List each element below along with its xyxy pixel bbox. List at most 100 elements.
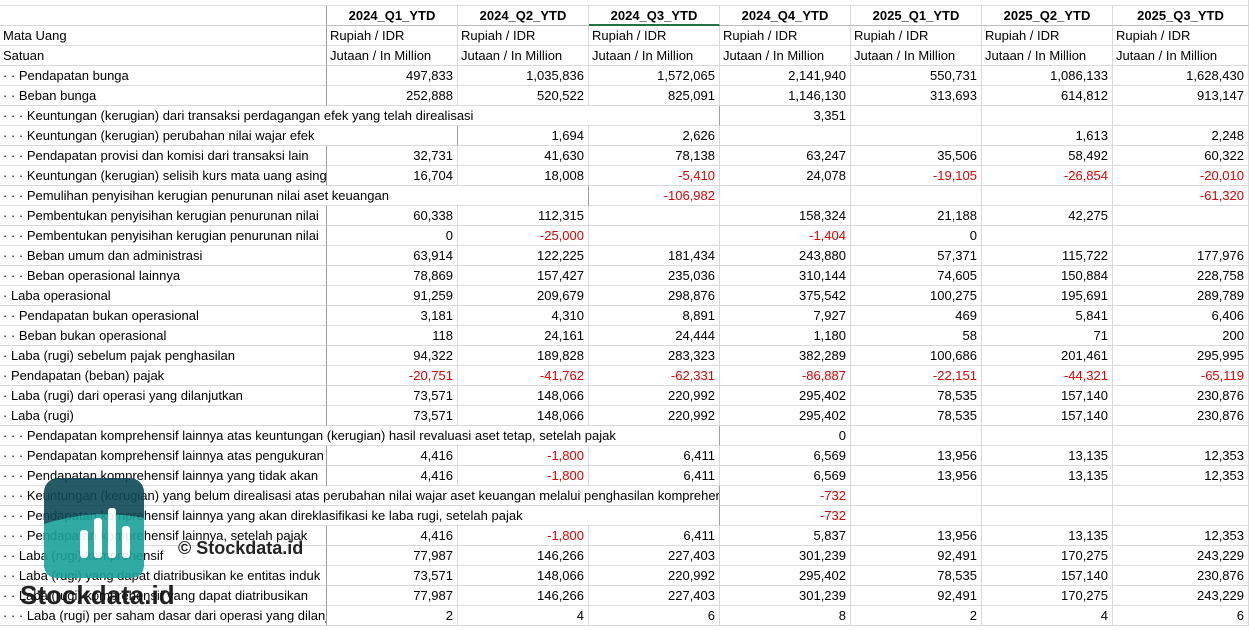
value-cell: 469 — [851, 306, 982, 326]
value-cell: 13,956 — [851, 526, 982, 546]
value-cell: 6,411 — [589, 526, 720, 546]
value-cell: 73,571 — [327, 386, 458, 406]
value-cell: 170,275 — [982, 586, 1113, 606]
value-cell: 189,828 — [458, 346, 589, 366]
row-label: · · · Keuntungan (kerugian) yang belum d… — [0, 486, 720, 506]
value-cell: 13,956 — [851, 466, 982, 486]
row-label: · · Laba (rugi) komprehensif yang dapat … — [0, 586, 327, 606]
unit-cell: Jutaan / In Million — [327, 46, 458, 66]
row-label: Satuan — [0, 46, 327, 66]
value-cell: 0 — [720, 426, 851, 446]
value-cell: 78,869 — [327, 266, 458, 286]
value-cell: 243,229 — [1113, 546, 1249, 566]
unit-cell: Rupiah / IDR — [327, 26, 458, 46]
value-cell: -41,762 — [458, 366, 589, 386]
value-cell: 92,491 — [851, 586, 982, 606]
value-cell: 58,492 — [982, 146, 1113, 166]
empty-cell — [851, 486, 982, 506]
value-cell: 5,837 — [720, 526, 851, 546]
value-cell: 1,613 — [982, 126, 1113, 146]
value-cell: 4,310 — [458, 306, 589, 326]
value-cell: 301,239 — [720, 586, 851, 606]
value-cell: 63,247 — [720, 146, 851, 166]
unit-cell: Jutaan / In Million — [589, 46, 720, 66]
empty-cell — [1113, 206, 1249, 226]
value-cell: 1,180 — [720, 326, 851, 346]
value-cell: 1,572,065 — [589, 66, 720, 86]
value-cell: 32,731 — [327, 146, 458, 166]
row-label: · Laba operasional — [0, 286, 327, 306]
unit-cell: Rupiah / IDR — [720, 26, 851, 46]
value-cell: 170,275 — [982, 546, 1113, 566]
value-cell: 60,338 — [327, 206, 458, 226]
value-cell: 298,876 — [589, 286, 720, 306]
value-cell: 13,135 — [982, 526, 1113, 546]
empty-cell — [851, 506, 982, 526]
value-cell: -20,751 — [327, 366, 458, 386]
row-label: · · · Pembentukan penyisihan kerugian pe… — [0, 226, 327, 246]
value-cell: 295,402 — [720, 386, 851, 406]
value-cell: 4,416 — [327, 446, 458, 466]
empty-cell — [982, 506, 1113, 526]
value-cell: 6,411 — [589, 446, 720, 466]
value-cell: 77,987 — [327, 586, 458, 606]
value-cell: 7,927 — [720, 306, 851, 326]
unit-cell: Rupiah / IDR — [1113, 26, 1249, 46]
value-cell: 209,679 — [458, 286, 589, 306]
value-cell: 77,987 — [327, 546, 458, 566]
value-cell: 71 — [982, 326, 1113, 346]
value-cell: 1,086,133 — [982, 66, 1113, 86]
unit-cell: Rupiah / IDR — [851, 26, 982, 46]
value-cell: 157,140 — [982, 386, 1113, 406]
value-cell: -19,105 — [851, 166, 982, 186]
value-cell: 201,461 — [982, 346, 1113, 366]
value-cell: 520,522 — [458, 86, 589, 106]
row-label: · · · Pendapatan komprehensif lainnya at… — [0, 426, 720, 446]
unit-cell: Jutaan / In Million — [982, 46, 1113, 66]
corner-cell — [0, 6, 327, 26]
value-cell: -1,800 — [458, 446, 589, 466]
value-cell: 63,914 — [327, 246, 458, 266]
unit-cell: Rupiah / IDR — [589, 26, 720, 46]
value-cell: -44,321 — [982, 366, 1113, 386]
value-cell: 6,569 — [720, 446, 851, 466]
empty-cell — [982, 186, 1113, 206]
value-cell: 2 — [851, 606, 982, 626]
value-cell: -5,410 — [589, 166, 720, 186]
value-cell: 78,535 — [851, 386, 982, 406]
value-cell: 5,841 — [982, 306, 1113, 326]
value-cell: 6,411 — [589, 466, 720, 486]
value-cell: -732 — [720, 506, 851, 526]
value-cell: 4 — [458, 606, 589, 626]
value-cell: 115,722 — [982, 246, 1113, 266]
value-cell: 230,876 — [1113, 406, 1249, 426]
empty-cell — [589, 226, 720, 246]
empty-cell — [851, 186, 982, 206]
empty-cell — [1113, 486, 1249, 506]
value-cell: 8,891 — [589, 306, 720, 326]
value-cell: 220,992 — [589, 386, 720, 406]
value-cell: 230,876 — [1113, 386, 1249, 406]
value-cell: 112,315 — [458, 206, 589, 226]
value-cell: -106,982 — [589, 186, 720, 206]
value-cell: 614,812 — [982, 86, 1113, 106]
empty-cell — [982, 106, 1113, 126]
value-cell: 13,135 — [982, 446, 1113, 466]
value-cell: 6 — [589, 606, 720, 626]
value-cell: 21,188 — [851, 206, 982, 226]
row-label: · Laba (rugi) dari operasi yang dilanjut… — [0, 386, 327, 406]
value-cell: 24,161 — [458, 326, 589, 346]
row-label: · · · Beban umum dan administrasi — [0, 246, 327, 266]
value-cell: 6,569 — [720, 466, 851, 486]
value-cell: 8 — [720, 606, 851, 626]
value-cell: 146,266 — [458, 586, 589, 606]
row-label: · · Beban bunga — [0, 86, 327, 106]
empty-cell — [1113, 106, 1249, 126]
value-cell: 301,239 — [720, 546, 851, 566]
value-cell: 73,571 — [327, 406, 458, 426]
value-cell: 157,140 — [982, 566, 1113, 586]
unit-cell: Rupiah / IDR — [982, 26, 1113, 46]
value-cell: 158,324 — [720, 206, 851, 226]
value-cell: 78,535 — [851, 566, 982, 586]
